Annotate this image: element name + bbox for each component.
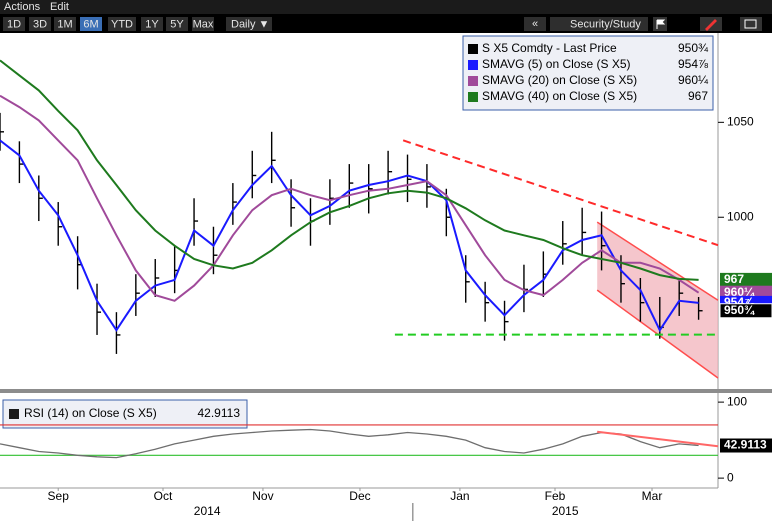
x-tick-label: Oct	[154, 489, 173, 503]
last-value-tag	[719, 303, 772, 319]
menu-item[interactable]: Edit	[50, 1, 69, 13]
legend-swatch	[468, 92, 478, 102]
period-label: 5Y	[170, 18, 184, 30]
period-button[interactable]	[108, 17, 136, 31]
legend-value: 42.9113	[198, 406, 241, 420]
period-label: 6M	[83, 18, 98, 30]
last-value-label: 960¼	[724, 285, 755, 299]
legend-value: 954⅞	[678, 57, 709, 71]
last-value-label: 950¾	[724, 303, 755, 317]
legend-value: 967	[688, 89, 708, 103]
window-button[interactable]	[740, 17, 762, 31]
x-tick-label: Nov	[252, 489, 273, 503]
legend-swatch	[9, 409, 19, 419]
period-button[interactable]	[141, 17, 163, 31]
y-tick-label: 100	[727, 394, 747, 408]
trendline	[597, 430, 719, 448]
y-tick-label: 1000	[727, 209, 754, 223]
last-value-label: 967	[724, 272, 744, 286]
series-line	[0, 139, 699, 333]
y-tick-label: 1050	[727, 114, 754, 128]
period-label: Max	[193, 18, 214, 30]
x-tick-label: Jan	[450, 489, 469, 503]
last-value-tag	[720, 438, 772, 453]
period-label: 1M	[57, 18, 72, 30]
legend-swatch	[468, 60, 478, 70]
x-tick-label: Dec	[349, 489, 370, 503]
y-tick-label: 0	[727, 470, 734, 484]
legend-label: S X5 Comdty - Last Price	[482, 41, 617, 55]
legend-box	[462, 35, 714, 111]
flag-icon	[656, 19, 666, 29]
period-label: YTD	[111, 18, 133, 30]
legend-value: 960¼	[678, 73, 709, 87]
legend-label: RSI (14) on Close (S X5)	[24, 406, 157, 420]
study-button[interactable]	[550, 17, 648, 31]
trendline	[402, 139, 719, 247]
x-tick-label: Mar	[642, 489, 663, 503]
year-label: 2014	[194, 504, 221, 518]
legend-swatch	[468, 76, 478, 86]
period-label: 1Y	[145, 18, 159, 30]
year-label: 2015	[552, 504, 579, 518]
menu-item[interactable]: Actions	[4, 1, 41, 13]
series-line	[0, 428, 699, 459]
collapse-button[interactable]	[524, 17, 546, 31]
period-button[interactable]	[29, 17, 51, 31]
period-button[interactable]	[54, 17, 76, 31]
last-value-label: 42.9113	[724, 438, 767, 452]
study-label: Security/Study	[570, 18, 641, 30]
channel-line	[596, 221, 719, 301]
legend-swatch	[468, 44, 478, 54]
channel-fill	[597, 222, 718, 379]
legend-value: 950¾	[678, 41, 709, 55]
x-tick-label: Sep	[48, 489, 70, 503]
frequency-button[interactable]	[226, 17, 272, 31]
period-button[interactable]	[3, 17, 25, 31]
rsi-legend-box	[2, 399, 248, 429]
legend-label: SMAVG (20) on Close (S X5)	[482, 73, 637, 87]
series-line	[0, 59, 699, 281]
x-tick-label: Feb	[545, 489, 566, 503]
legend-label: SMAVG (40) on Close (S X5)	[482, 89, 637, 103]
period-button[interactable]	[192, 17, 214, 31]
collapse-label: «	[532, 18, 538, 30]
menu-bar	[0, 0, 772, 14]
window-icon	[744, 19, 757, 29]
series-line	[0, 94, 700, 302]
period-label: 3D	[33, 18, 47, 30]
frequency-label: Daily ▼	[231, 18, 269, 30]
period-button[interactable]	[80, 17, 102, 31]
period-label: 1D	[7, 18, 21, 30]
legend-label: SMAVG (5) on Close (S X5)	[482, 57, 631, 71]
edit-icon	[705, 19, 717, 31]
last-value-tag	[720, 272, 772, 287]
period-button[interactable]	[166, 17, 188, 31]
panel-separator	[0, 389, 772, 393]
